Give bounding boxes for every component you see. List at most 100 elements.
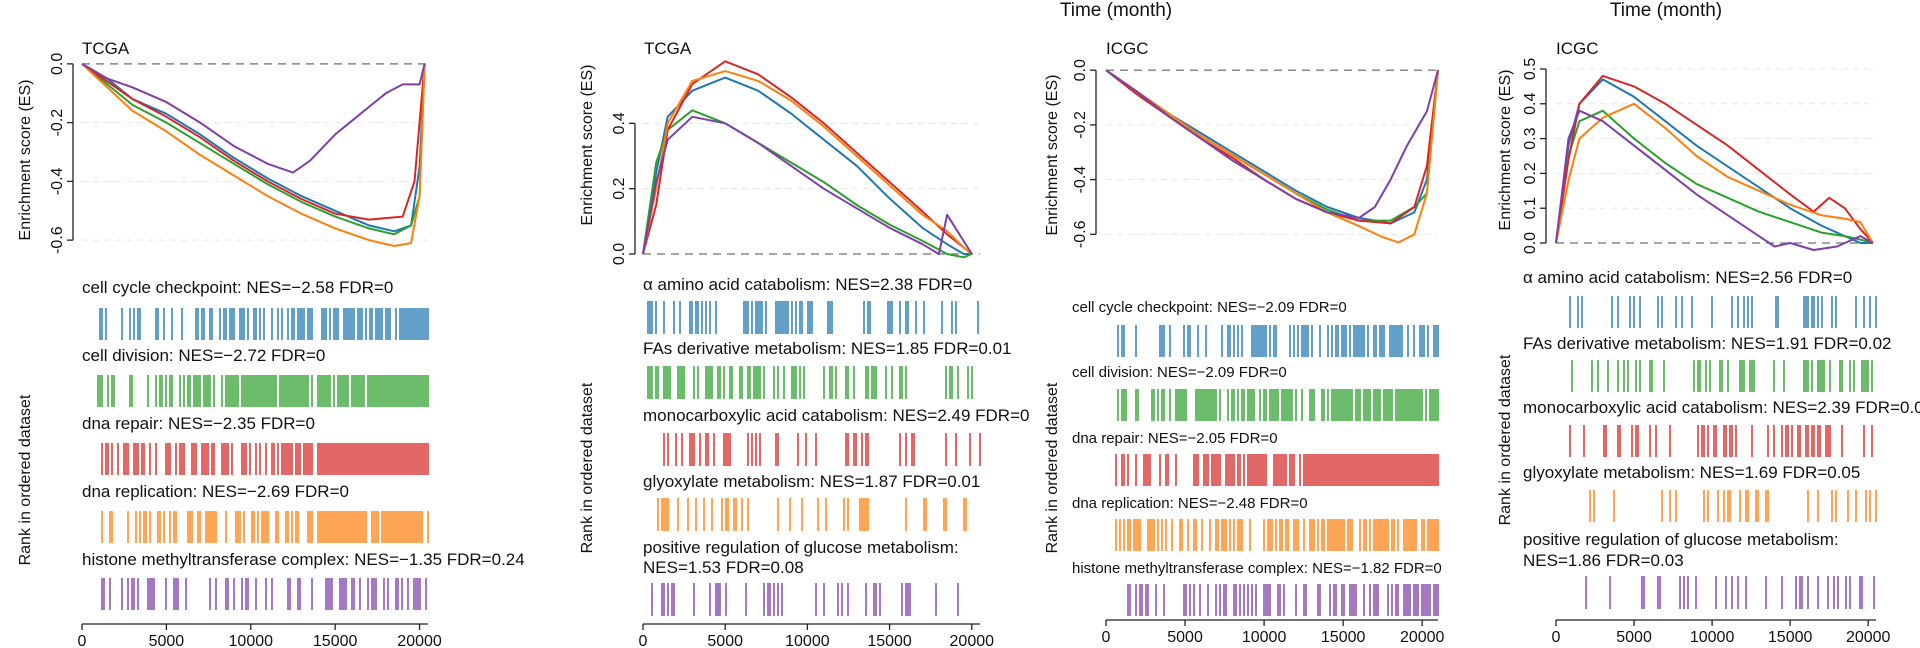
panel-3-set-label-3: dna repair: NES=−2.05 FDR=0 [1072, 430, 1278, 447]
panel-1-yticks: 0.0 -0.2 -0.4 -0.6 [49, 53, 74, 254]
panel-1-set-label-5: histone methyltransferase complex: NES=−… [82, 550, 525, 569]
panel-4-set-label-1: α amino acid catabolism: NES=2.56 FDR=0 [1523, 268, 1852, 287]
panel-4-series-3 [1555, 74, 1874, 244]
panel-1-barcode-4 [101, 511, 429, 543]
panel-4-barcode-1 [1569, 296, 1877, 328]
panel-1-ytick-label-4: -0.6 [49, 226, 66, 254]
panel-4-xtick-label-3: 10000 [1690, 629, 1735, 646]
panel-4-set-label-5: positive regulation of glucose metabolis… [1523, 530, 1839, 549]
panel-1-xtick-label-2: 5000 [149, 633, 185, 648]
panel-2-xaxis: 0 5000 10000 15000 20000 [639, 623, 995, 648]
panel-4-ytick-label-2: 0.1 [1522, 197, 1539, 219]
panel-2-xtick-label-4: 15000 [867, 633, 912, 648]
panel-4-barcode-5 [1585, 576, 1875, 609]
panel-1-xtick-label-4: 15000 [313, 633, 358, 648]
panel-2-series-4 [642, 70, 973, 255]
top-label-time-1: Time (month) [1060, 0, 1172, 21]
panel-4-series-4 [1555, 102, 1874, 244]
panel-4-xtick-label-1: 0 [1552, 629, 1561, 646]
panel-3-yticks: 0.0 -0.2 -0.4 -0.6 [1072, 59, 1097, 248]
panel-4-series-2 [1555, 109, 1874, 244]
panel-2-barcode-3 [663, 433, 981, 466]
panel-3-barcode-5 [1127, 584, 1439, 616]
panel-3-xtick-label-1: 0 [1102, 629, 1111, 646]
panel-2-yticks: 0.0 0.2 0.4 [611, 112, 636, 265]
panel-4-set-label-3: monocarboxylic acid catabolism: NES=2.39… [1523, 398, 1920, 417]
panel-4-set-label-4: glyoxylate metabolism: NES=1.69 FDR=0.05 [1523, 463, 1860, 482]
top-label-time-2: Time (month) [1610, 0, 1722, 21]
panel-4-xtick-label-2: 5000 [1616, 629, 1652, 646]
panel-4-ytick-label-6: 0.5 [1522, 58, 1539, 80]
panel-1-barcode-1 [99, 308, 429, 340]
panel-3-rank-label: Rank in ordered dataset [1044, 382, 1061, 553]
panel-1-ytick-label-3: -0.4 [49, 167, 66, 195]
panel-2-series-2 [642, 109, 973, 259]
panel-3: Enrichment score (ES) Rank in ordered da… [1044, 39, 1445, 646]
panel-1-set-label-1: cell cycle checkpoint: NES=−2.58 FDR=0 [82, 278, 393, 297]
panel-1-title: TCGA [82, 39, 130, 58]
panel-2-set-label-5b: NES=1.53 FDR=0.08 [643, 558, 804, 577]
panel-1-plot [81, 63, 429, 610]
panel-3-barcode-4 [1115, 519, 1439, 551]
panel-1-barcode-2 [97, 375, 429, 407]
panel-1-series-4 [81, 63, 426, 247]
panel-1-barcode-3 [101, 443, 429, 475]
panel-3-ylabel: Enrichment score (ES) [1044, 75, 1061, 236]
panel-2-ytick-label-2: 0.2 [611, 177, 628, 199]
panel-4-ytick-label-3: 0.2 [1522, 162, 1539, 184]
panel-2-title: TCGA [644, 39, 692, 58]
panel-1-xtick-label-1: 0 [78, 633, 87, 648]
panel-2-series-1 [642, 76, 972, 255]
panel-3-set-label-1: cell cycle checkpoint: NES=−2.09 FDR=0 [1072, 299, 1347, 316]
panel-1-ytick-label-2: -0.2 [49, 109, 66, 137]
panel-1-set-label-2: cell division: NES=−2.72 FDR=0 [82, 346, 325, 365]
panel-4-set-label-2: FAs derivative metabolism: NES=1.91 FDR=… [1523, 334, 1892, 353]
panel-4-xaxis: 0 5000 10000 15000 20000 [1552, 619, 1891, 646]
panel-1-series-5 [81, 63, 426, 174]
panel-4-yticks: 0.0 0.1 0.2 0.3 0.4 0.5 [1522, 58, 1547, 254]
panel-2-barcode-1 [647, 301, 979, 334]
panel-3-ytick-label-4: -0.6 [1072, 220, 1089, 248]
panel-2-ytick-label-3: 0.4 [611, 112, 628, 134]
panel-4-ylabel: Enrichment score (ES) [1497, 70, 1514, 231]
panel-3-series-5 [1105, 69, 1439, 219]
panel-3-title: ICGC [1106, 39, 1149, 58]
panel-2-barcode-2 [647, 366, 973, 399]
panel-1-xtick-label-5: 20000 [397, 633, 442, 648]
panel-4-set-label-5b: NES=1.86 FDR=0.03 [1523, 551, 1684, 570]
panel-4-barcode-3 [1569, 425, 1873, 457]
panel-3-xtick-label-3: 10000 [1242, 629, 1287, 646]
panel-2-rank-label: Rank in ordered dataset [579, 382, 596, 553]
panel-2-xtick-label-5: 20000 [950, 633, 995, 648]
panel-2-plot [642, 60, 981, 616]
panel-3-series-1 [1105, 69, 1439, 225]
panel-4-series-5 [1555, 109, 1874, 251]
panel-3-barcode-3 [1115, 454, 1439, 486]
panel-1-series-2 [81, 63, 426, 236]
panel-2-set-label-3: monocarboxylic acid catabolism: NES=2.49… [643, 406, 1029, 425]
panel-4-title: ICGC [1556, 39, 1599, 58]
panel-3-ytick-label-2: -0.2 [1072, 111, 1089, 139]
panel-3-plot [1105, 69, 1439, 616]
panel-2-xtick-label-2: 5000 [707, 633, 743, 648]
panel-4-plot [1555, 68, 1877, 609]
panel-3-set-label-2: cell division: NES=−2.09 FDR=0 [1072, 364, 1287, 381]
panel-2-set-label-1: α amino acid catabolism: NES=2.38 FDR=0 [643, 275, 972, 294]
panel-4-rank-label: Rank in ordered dataset [1497, 354, 1514, 525]
panel-3-barcode-1 [1117, 325, 1439, 357]
panel-1-barcode-5 [101, 578, 427, 610]
panel-2: Enrichment score (ES) Rank in ordered da… [579, 39, 1029, 648]
panel-1-xtick-label-3: 10000 [229, 633, 274, 648]
panel-4-xtick-label-5: 20000 [1846, 629, 1891, 646]
panel-1-series-3 [81, 63, 426, 221]
panel-3-ytick-label-1: 0.0 [1072, 59, 1089, 81]
panel-2-barcode-5 [651, 583, 959, 616]
panel-3-series-4 [1105, 69, 1439, 244]
panel-1-set-label-3: dna repair: NES=−2.35 FDR=0 [82, 414, 315, 433]
panel-1-series-1 [81, 63, 426, 233]
panel-4-barcode-2 [1571, 360, 1873, 392]
panel-1-ytick-label-1: 0.0 [49, 53, 66, 75]
panel-2-xtick-label-3: 10000 [785, 633, 830, 648]
panel-4-xtick-label-4: 15000 [1768, 629, 1813, 646]
